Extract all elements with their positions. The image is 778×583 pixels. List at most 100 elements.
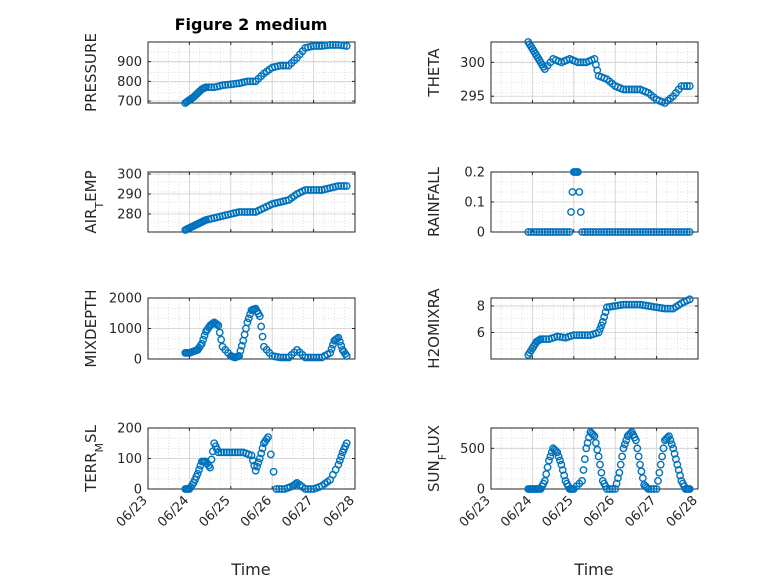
y-tick-label: 0 <box>477 483 485 498</box>
data-point <box>217 335 226 344</box>
data-point <box>199 335 208 344</box>
data-point <box>655 303 664 312</box>
data-point <box>335 456 344 465</box>
data-point <box>222 448 231 457</box>
data-point <box>611 302 620 310</box>
data-point <box>677 82 686 90</box>
data-point <box>225 448 234 457</box>
data-point <box>246 77 255 86</box>
data-point <box>315 42 324 50</box>
y-tick-label: 200 <box>117 422 142 437</box>
data-point <box>291 480 300 488</box>
data-point <box>337 341 346 350</box>
data-point <box>674 466 683 474</box>
data-point <box>334 182 343 190</box>
data-point <box>652 485 661 493</box>
data-point <box>605 485 614 493</box>
data-point <box>618 452 626 461</box>
data-point <box>597 321 606 330</box>
data-point <box>276 61 285 70</box>
y-axis-label: SUNFLUX <box>425 425 449 492</box>
data-point <box>666 436 675 445</box>
data-point <box>660 304 669 313</box>
x-axis-label-right: Time <box>573 560 613 579</box>
data-point <box>630 228 639 236</box>
data-point <box>644 302 653 310</box>
data-point <box>323 41 332 50</box>
data-point <box>589 228 598 236</box>
y-tick-label: 0 <box>134 483 142 498</box>
data-point <box>243 318 252 327</box>
x-tick-label: 06/26 <box>238 493 275 530</box>
data-point <box>545 456 553 465</box>
data-point <box>233 448 242 457</box>
data-point <box>633 228 642 236</box>
data-point <box>619 444 628 453</box>
data-point <box>202 83 210 92</box>
data-point <box>272 485 281 493</box>
x-tick-label: 06/27 <box>622 493 659 530</box>
data-point <box>304 186 312 194</box>
data-point <box>656 460 665 469</box>
data-point <box>337 182 346 190</box>
data-point <box>658 452 667 461</box>
data-point <box>557 228 566 236</box>
figure-title: Figure 2 medium <box>175 15 328 34</box>
data-point <box>539 335 548 344</box>
data-point <box>213 320 221 329</box>
data-point <box>301 186 310 194</box>
data-point <box>633 85 642 94</box>
data-point <box>546 452 555 461</box>
data-point <box>685 295 694 304</box>
data-point <box>542 470 551 478</box>
x-axis-label-left: Time <box>230 560 270 579</box>
data-point <box>620 440 629 449</box>
data-point <box>630 85 639 94</box>
data-point <box>224 80 232 89</box>
data-point <box>556 332 564 341</box>
data-point <box>608 302 617 311</box>
data-point <box>232 79 241 88</box>
y-tick-label: 900 <box>117 55 142 70</box>
data-point <box>596 325 604 333</box>
y-tick-label: 800 <box>117 75 142 90</box>
data-point <box>582 444 591 453</box>
data-point <box>601 308 610 317</box>
data-point <box>580 455 589 464</box>
data-point <box>553 448 562 457</box>
data-point <box>304 485 312 493</box>
data-point <box>535 228 544 236</box>
data-point <box>340 182 348 190</box>
data-point <box>583 331 592 340</box>
data-point <box>616 460 625 469</box>
data-point <box>266 450 275 459</box>
data-point <box>258 332 267 341</box>
data-point <box>614 228 622 236</box>
data-point <box>257 449 266 458</box>
x-tick-label: 06/28 <box>321 493 358 530</box>
y-tick-label: 8 <box>477 299 485 314</box>
data-point <box>558 333 567 342</box>
data-point <box>217 448 226 457</box>
data-point <box>636 460 644 469</box>
data-point <box>312 42 321 50</box>
data-point <box>578 476 586 485</box>
x-tick-label: 06/26 <box>581 493 618 530</box>
y-tick-label: 700 <box>117 95 142 110</box>
axes-box <box>147 41 356 104</box>
data-point <box>549 228 557 236</box>
axes-box <box>490 427 699 490</box>
data-point <box>594 452 603 461</box>
y-tick-label: 290 <box>117 188 142 203</box>
data-point <box>625 85 633 94</box>
data-point <box>674 228 683 236</box>
data-point <box>665 432 673 441</box>
data-point <box>317 42 326 50</box>
subplot-sun-flux: 0 500 SUNFLUX 06/23 06/24 06/25 06/26 06/27 06/2… <box>425 425 701 530</box>
data-point <box>647 485 655 493</box>
data-point <box>583 439 592 447</box>
data-point <box>557 460 566 469</box>
data-point <box>670 449 679 458</box>
data-point <box>219 448 228 457</box>
data-point <box>619 228 628 236</box>
